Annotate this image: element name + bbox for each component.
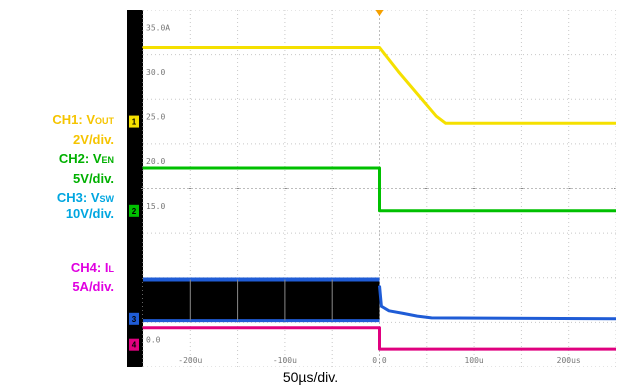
x-tick-label: 200us	[557, 356, 581, 365]
channel-marker-label: 1	[132, 118, 137, 127]
x-tick-label: -200u	[178, 356, 202, 365]
trigger-marker	[375, 10, 384, 16]
oscilloscope-screen: 35.0A 30.0 25.0 20.0 15.0 0.0 -200u -100u 0.0 100…	[127, 9, 618, 368]
series-point-ch2	[378, 167, 381, 169]
series-point-ch3	[402, 312, 404, 315]
y-tick-label: 30.0	[146, 68, 165, 77]
series-line-ch2	[143, 166, 616, 213]
oscilloscope-plot: 35.0A 30.0 25.0 20.0 15.0 0.0 -200u -100u 0.0 100…	[129, 9, 618, 368]
x-tick-label: 100u	[464, 356, 483, 365]
series-point-ch4	[378, 348, 381, 350]
y-tick-label: 35.0A	[146, 23, 170, 32]
y-tick-label: 25.0	[146, 113, 165, 122]
series-point-ch3	[378, 284, 381, 287]
legend-ch4-label: CH4: IL	[70, 260, 114, 275]
legend-ch4-scale: 5A/div.	[72, 279, 114, 294]
y-tick-label: 0.0	[146, 336, 161, 345]
legend-ch2-scale: 5V/div.	[73, 171, 114, 186]
channel-marker-label: 3	[132, 315, 137, 324]
legend-ch3-scale: 10V/div.	[65, 206, 114, 221]
legend-ch1-scale: 2V/div.	[73, 132, 114, 147]
series-point-ch1	[397, 70, 400, 73]
legend-ch3-label: CH3: VSW	[56, 190, 114, 205]
series-point-ch1	[416, 93, 419, 95]
series-band-ch3	[143, 279, 380, 321]
legend-ch2-label: CH2: VEN	[58, 151, 114, 166]
y-tick-label: 20.0	[146, 157, 165, 166]
series-point-ch4	[378, 326, 381, 329]
channel-marker	[129, 115, 139, 128]
series-point-ch3	[430, 317, 433, 319]
channel-marker-label: 2	[132, 207, 137, 216]
series-point-ch1	[378, 46, 381, 49]
series-line-ch4	[143, 326, 616, 351]
series-point-ch1	[454, 122, 456, 125]
series-point-ch1	[142, 46, 144, 49]
series-point-ch1	[435, 115, 438, 118]
x-axis-unit-label: 50µs/div.	[282, 369, 339, 385]
channel-marker-label: 4	[132, 341, 137, 350]
y-tick-label: 15.0	[146, 202, 165, 211]
series-point-ch4	[142, 326, 144, 329]
series-line-ch1	[143, 46, 616, 125]
x-tick-label: 0.0	[372, 356, 387, 365]
channel-marker	[129, 338, 139, 351]
series-point-ch3	[416, 315, 419, 317]
series-point-ch3	[380, 305, 383, 308]
series-point-ch3	[388, 309, 390, 312]
legend-ch1-label: CH1: VOUT	[52, 112, 114, 127]
channel-marker	[129, 204, 139, 217]
series-point-ch1	[444, 122, 447, 125]
x-tick-label: -100u	[273, 356, 297, 365]
channel-marker	[129, 312, 139, 325]
series-point-ch2	[378, 210, 381, 212]
series-point-ch2	[142, 167, 144, 169]
